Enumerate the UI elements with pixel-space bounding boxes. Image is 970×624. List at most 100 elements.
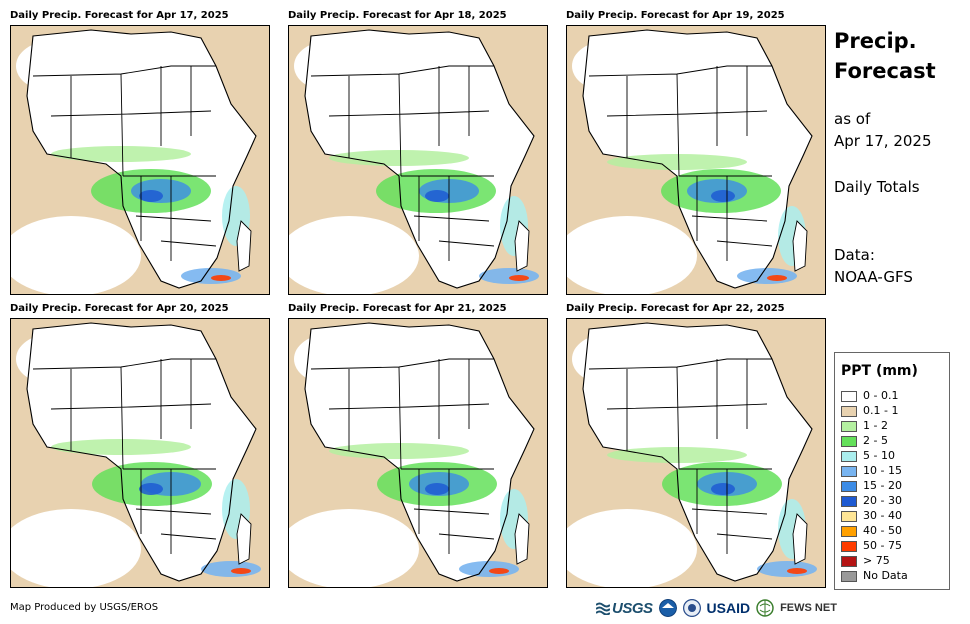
precip-map — [566, 318, 826, 588]
noaa-logo-icon — [658, 599, 677, 617]
panel-title: Daily Precip. Forecast for Apr 17, 2025 — [10, 10, 229, 21]
legend-item: 30 - 40 — [841, 509, 902, 523]
legend-swatch — [841, 510, 857, 522]
rain-band-10-15 — [459, 561, 519, 577]
madagascar — [792, 220, 808, 272]
fews-globe-icon — [756, 599, 774, 617]
africa-map — [11, 319, 269, 587]
map-panel-apr18: Daily Precip. Forecast for Apr 18, 2025 — [288, 10, 550, 296]
legend-item: 10 - 15 — [841, 464, 902, 478]
rain-band-1-2 — [51, 439, 191, 455]
dry-area — [289, 216, 419, 294]
rain-core-50-75 — [489, 568, 509, 574]
legend-label: 2 - 5 — [863, 434, 888, 447]
legend-swatch — [841, 570, 857, 582]
rain-core-20-30 — [425, 190, 449, 202]
as-of-label: as of — [834, 110, 871, 128]
coastline — [304, 322, 535, 582]
rain-band-10-15 — [737, 268, 797, 284]
legend-item: No Data — [841, 569, 908, 583]
side-title: Precip. Forecast — [834, 26, 936, 86]
legend-label: 5 - 10 — [863, 449, 895, 462]
legend-item: 1 - 2 — [841, 419, 888, 433]
rain-core-20-30 — [425, 483, 449, 495]
rain-band-10-15 — [201, 561, 261, 577]
usgs-logo-text: USGS — [612, 599, 653, 617]
legend-item: 50 - 75 — [841, 539, 902, 553]
rain-core-20-30 — [139, 483, 163, 495]
dry-area — [11, 216, 141, 294]
panel-title: Daily Precip. Forecast for Apr 21, 2025 — [288, 303, 507, 314]
coastline — [304, 29, 535, 289]
legend-label: 1 - 2 — [863, 419, 888, 432]
rain-core-15-20 — [131, 179, 191, 203]
rain-core-50-75 — [231, 568, 251, 574]
africa-map — [289, 26, 547, 294]
country-borders — [588, 358, 773, 554]
rain-band-1-2 — [329, 150, 469, 166]
legend-swatch — [841, 540, 857, 552]
country-borders — [588, 65, 773, 261]
madagascar — [792, 513, 808, 565]
legend-label: 30 - 40 — [863, 509, 902, 522]
legend-item: 20 - 30 — [841, 494, 902, 508]
africa-map — [567, 26, 825, 294]
legend-item: 40 - 50 — [841, 524, 902, 538]
panel-title: Daily Precip. Forecast for Apr 18, 2025 — [288, 10, 507, 21]
coastline — [26, 29, 257, 289]
africa-map — [11, 26, 269, 294]
as-of-block: as of Apr 17, 2025 — [834, 108, 932, 152]
legend-swatch — [841, 405, 857, 417]
map-panel-apr20: Daily Precip. Forecast for Apr 20, 2025 — [10, 303, 272, 589]
legend: PPT (mm) 0 - 0.1 0.1 - 1 1 - 2 2 - 5 5 - 10 1… — [834, 352, 950, 590]
legend-swatch — [841, 435, 857, 447]
usaid-logo-text: USAID — [706, 600, 751, 616]
map-panel-apr17: Daily Precip. Forecast for Apr 17, 2025 — [10, 10, 272, 296]
dry-area — [567, 216, 697, 294]
as-of-date: Apr 17, 2025 — [834, 132, 932, 150]
rain-band-1-2 — [329, 443, 469, 459]
legend-label: > 75 — [863, 554, 890, 567]
precip-map — [10, 318, 270, 588]
rain-band-10-15 — [757, 561, 817, 577]
rain-core-50-75 — [787, 568, 807, 574]
country-borders — [32, 65, 217, 261]
rain-core-20-30 — [139, 190, 163, 202]
coastline — [582, 322, 813, 582]
side-title-line2: Forecast — [834, 59, 936, 83]
country-borders — [32, 358, 217, 554]
credit-text: Map Produced by USGS/EROS — [10, 602, 159, 613]
precip-map — [10, 25, 270, 295]
legend-item: 5 - 10 — [841, 449, 895, 463]
legend-swatch — [841, 495, 857, 507]
usgs-wave-icon — [596, 602, 610, 615]
daily-totals-label: Daily Totals — [834, 178, 920, 196]
africa-map — [567, 319, 825, 587]
fews-net-logo-text: FEWS NET — [780, 602, 837, 614]
rain-band-10-15 — [181, 268, 241, 284]
map-panel-apr21: Daily Precip. Forecast for Apr 21, 2025 — [288, 303, 550, 589]
legend-label: 50 - 75 — [863, 539, 902, 552]
rain-core-50-75 — [211, 275, 231, 281]
legend-swatch — [841, 525, 857, 537]
panel-title: Daily Precip. Forecast for Apr 20, 2025 — [10, 303, 229, 314]
madagascar — [514, 220, 530, 272]
legend-title: PPT (mm) — [841, 363, 918, 379]
legend-swatch — [841, 450, 857, 462]
precip-map — [288, 318, 548, 588]
madagascar — [236, 513, 252, 565]
legend-swatch — [841, 465, 857, 477]
partner-logos: USGS USAID FEWS NET — [596, 597, 837, 619]
legend-label: No Data — [863, 569, 908, 582]
rain-core-20-30 — [711, 483, 735, 495]
data-label: Data: — [834, 246, 875, 264]
madagascar — [514, 513, 530, 565]
map-panel-apr22: Daily Precip. Forecast for Apr 22, 2025 — [566, 303, 828, 589]
precip-map — [288, 25, 548, 295]
rain-band-1-2 — [51, 146, 191, 162]
legend-label: 20 - 30 — [863, 494, 902, 507]
legend-swatch — [841, 480, 857, 492]
legend-label: 0 - 0.1 — [863, 389, 899, 402]
country-borders — [310, 358, 495, 554]
africa-map — [289, 319, 547, 587]
